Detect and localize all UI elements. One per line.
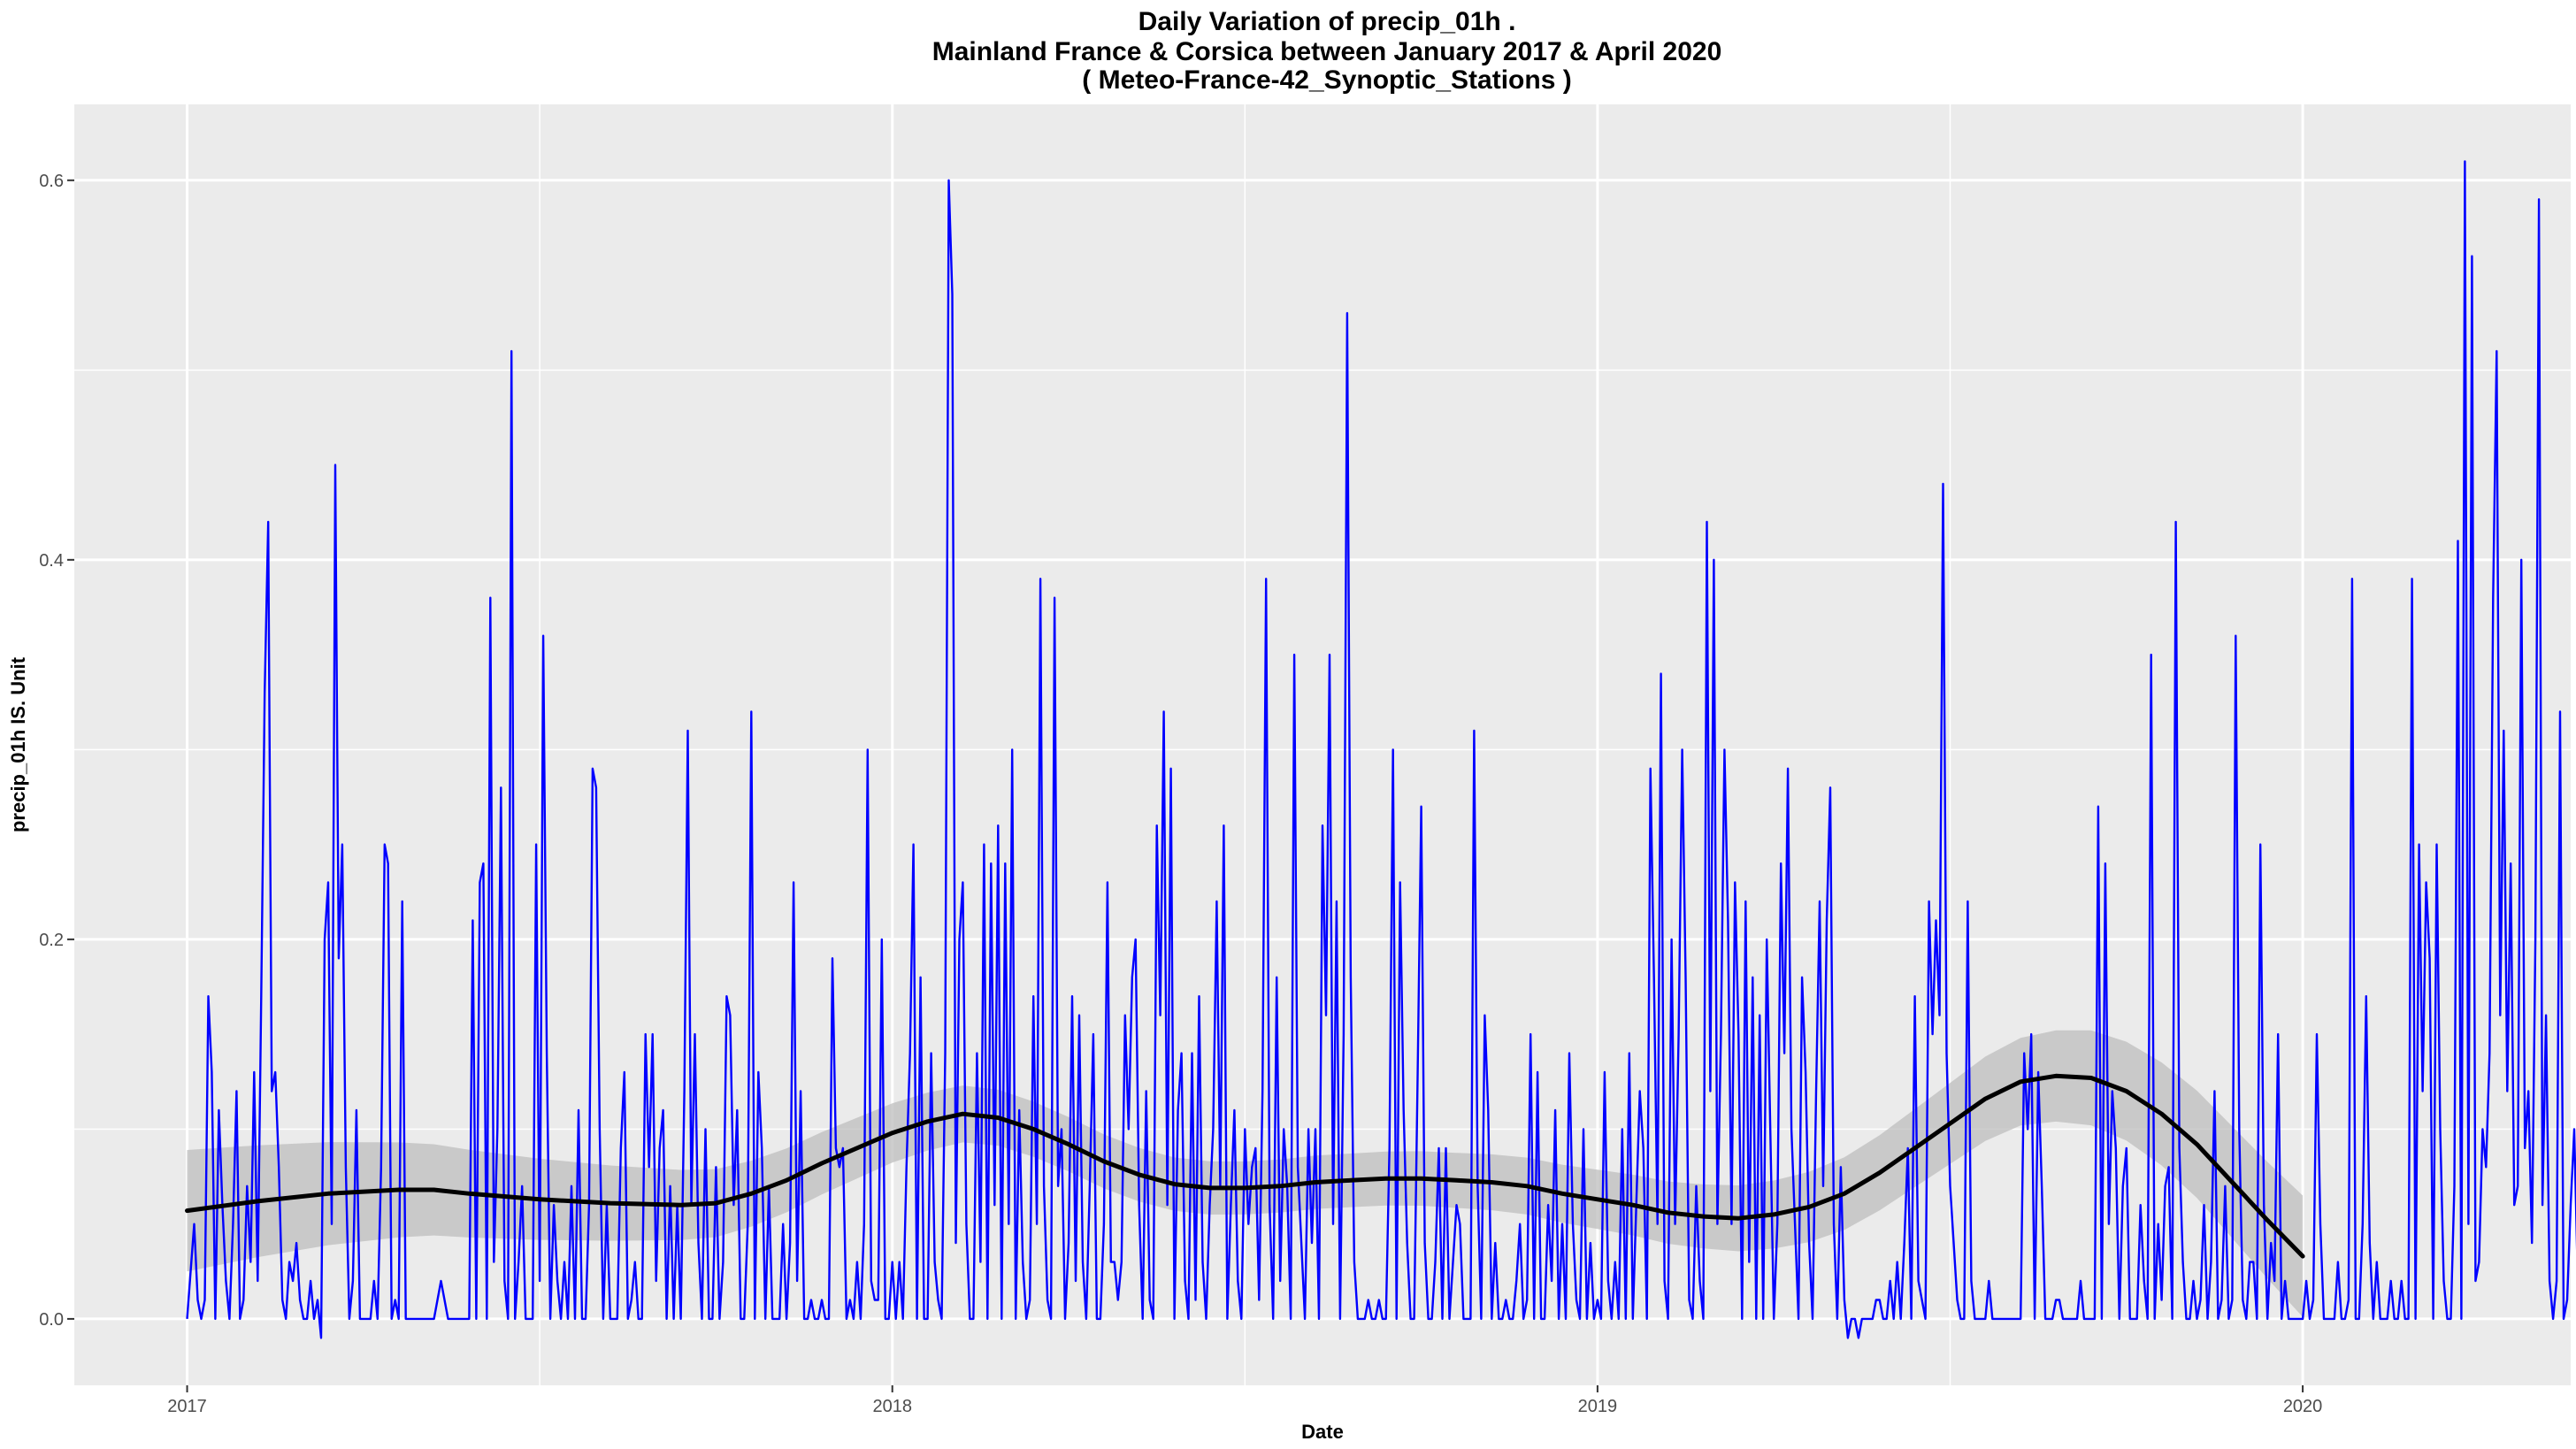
x-axis-title: Date [1301, 1421, 1344, 1443]
x-axis: 2017 2018 2019 2020 [167, 1385, 2322, 1416]
daily-precip-line [186, 160, 2576, 1339]
y-tick-label: 0.6 [39, 172, 64, 191]
smooth-layer [185, 1073, 2305, 1259]
smooth-trend-line [185, 1073, 2305, 1259]
y-tick-label: 0.4 [39, 551, 64, 571]
x-tick-label: 2018 [872, 1397, 912, 1416]
x-tick-label: 2017 [167, 1397, 207, 1416]
y-axis: 0.0 0.2 0.4 0.6 [39, 172, 74, 1330]
y-axis-title: precip_01h IS. Unit [7, 656, 29, 832]
x-tick-label: 2019 [1578, 1397, 1618, 1416]
y-tick-label: 0.0 [39, 1310, 64, 1330]
x-tick-label: 2020 [2283, 1397, 2323, 1416]
chart-title: Daily Variation of precip_01h . Mainland… [932, 7, 1722, 95]
title-line-1: Daily Variation of precip_01h . [1138, 7, 1516, 36]
series-layer [186, 160, 2576, 1339]
y-tick-label: 0.2 [39, 931, 64, 950]
title-line-3: ( Meteo-France-42_Synoptic_Stations ) [1082, 65, 1571, 95]
title-line-2: Mainland France & Corsica between Januar… [932, 37, 1722, 66]
